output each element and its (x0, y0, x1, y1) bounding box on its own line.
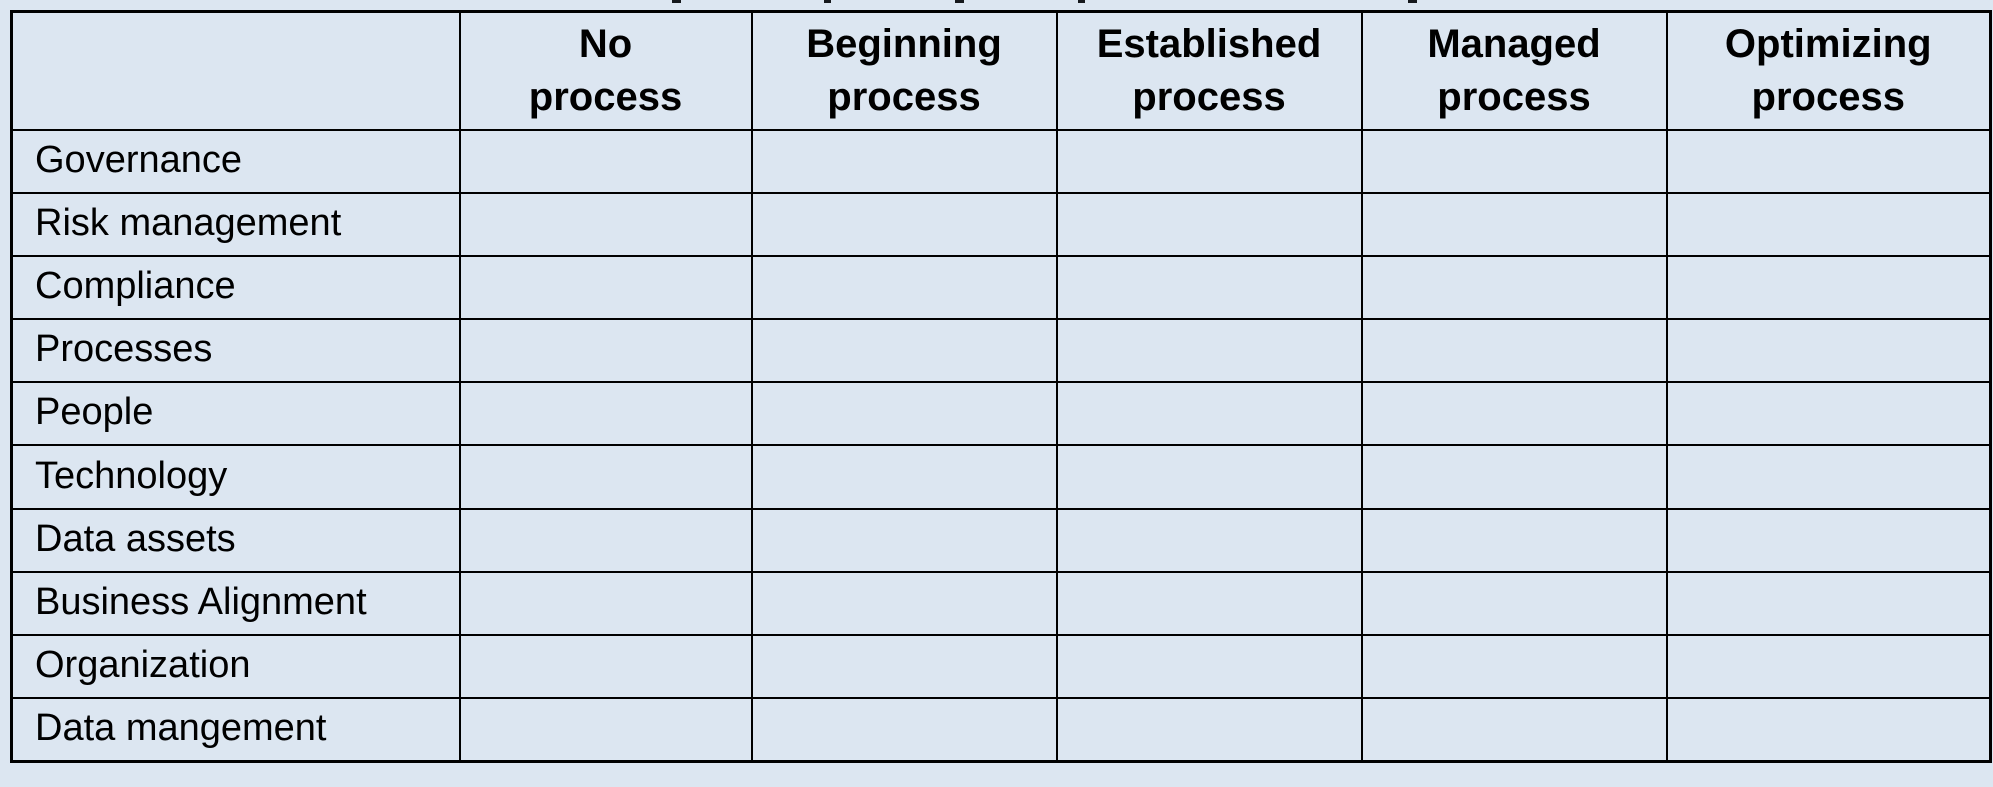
empty-cell (1665, 381, 1992, 447)
row-label: Data assets (10, 507, 461, 573)
empty-cell (750, 507, 1058, 573)
empty-cell (1360, 697, 1668, 763)
empty-cell (1055, 191, 1363, 257)
empty-cell (458, 507, 753, 573)
empty-cell (750, 128, 1058, 194)
empty-cell (1360, 381, 1668, 447)
empty-cell (1055, 697, 1363, 763)
row-label: Compliance (10, 254, 461, 321)
cropped-text-fragment (672, 0, 681, 3)
empty-cell (458, 444, 753, 510)
table-row-processes: Processes (10, 318, 1992, 384)
cropped-text-fragment (1078, 0, 1085, 3)
table-row-organization: Organization (10, 633, 1992, 700)
empty-cell (1665, 128, 1992, 194)
empty-cell (1360, 254, 1668, 321)
empty-cell (458, 254, 753, 321)
column-header-managed-process: Managed process (1360, 10, 1668, 131)
empty-cell (1360, 507, 1668, 573)
row-label: Data mangement (10, 697, 461, 763)
row-label: Governance (10, 128, 461, 194)
table-row-compliance: Compliance (10, 254, 1992, 321)
empty-cell (1360, 191, 1668, 257)
empty-cell (750, 697, 1058, 763)
empty-cell (1055, 381, 1363, 447)
row-label: Processes (10, 318, 461, 384)
cropped-text-fragment (955, 0, 964, 3)
column-header-optimizing-process: Optimizing process (1665, 10, 1992, 131)
empty-cell (458, 318, 753, 384)
empty-cell (750, 381, 1058, 447)
empty-cell (1665, 191, 1992, 257)
cropped-text-fragment (1408, 0, 1417, 3)
empty-cell (1055, 128, 1363, 194)
empty-cell (1665, 254, 1992, 321)
empty-cell (1055, 318, 1363, 384)
empty-cell (458, 191, 753, 257)
column-header-no-process: No process (458, 10, 753, 131)
empty-cell (1360, 633, 1668, 700)
empty-cell (458, 381, 753, 447)
empty-cell (1665, 697, 1992, 763)
column-header-established-process: Established process (1055, 10, 1363, 131)
row-label: Risk management (10, 191, 461, 257)
empty-cell (1665, 444, 1992, 510)
empty-cell (1360, 444, 1668, 510)
table-row-risk-management: Risk management (10, 191, 1992, 257)
table-row-data-assets: Data assets (10, 507, 1992, 573)
empty-cell (750, 191, 1058, 257)
table-row-technology: Technology (10, 444, 1992, 510)
table-row-people: People (10, 381, 1992, 447)
empty-cell (458, 633, 753, 700)
empty-cell (1665, 570, 1992, 637)
empty-cell (458, 128, 753, 194)
empty-cell (1055, 254, 1363, 321)
empty-cell (1055, 570, 1363, 637)
empty-cell (750, 318, 1058, 384)
empty-cell (750, 570, 1058, 637)
empty-cell (1360, 128, 1668, 194)
corner-cell (10, 10, 461, 131)
row-label: Business Alignment (10, 570, 461, 637)
table-row-business-alignment: Business Alignment (10, 570, 1992, 637)
empty-cell (1360, 570, 1668, 637)
empty-cell (750, 633, 1058, 700)
row-label: Organization (10, 633, 461, 700)
row-label: People (10, 381, 461, 447)
empty-cell (1055, 633, 1363, 700)
empty-cell (1055, 507, 1363, 573)
empty-cell (1665, 318, 1992, 384)
maturity-assessment-table: No process Beginning process Established… (10, 10, 1992, 763)
column-header-beginning-process: Beginning process (750, 10, 1058, 131)
row-label: Technology (10, 444, 461, 510)
empty-cell (458, 570, 753, 637)
empty-cell (1665, 507, 1992, 573)
empty-cell (1055, 444, 1363, 510)
table-row-governance: Governance (10, 128, 1992, 194)
table-row-data-management: Data mangement (10, 697, 1992, 763)
cropped-text-fragment (824, 0, 831, 3)
empty-cell (750, 254, 1058, 321)
empty-cell (750, 444, 1058, 510)
empty-cell (1360, 318, 1668, 384)
empty-cell (1665, 633, 1992, 700)
header-row: No process Beginning process Established… (10, 10, 1992, 131)
empty-cell (458, 697, 753, 763)
